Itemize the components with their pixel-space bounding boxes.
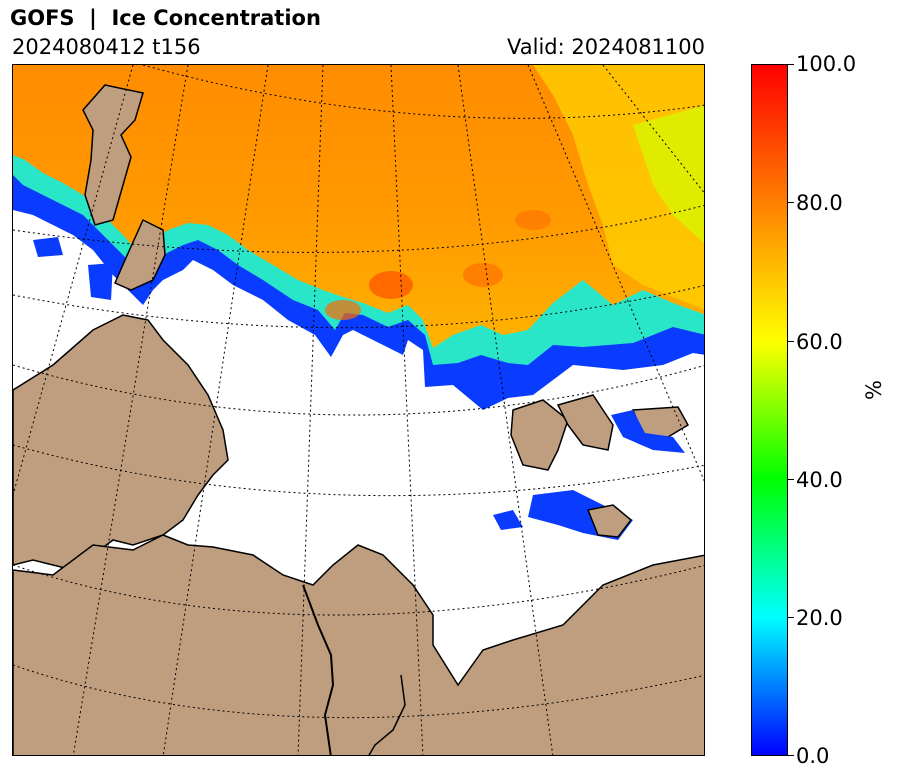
map-canvas xyxy=(13,65,704,755)
ice-fast-ice-east xyxy=(611,410,685,453)
valid-time-label: Valid: 2024081100 xyxy=(507,35,705,59)
land-west-siberia xyxy=(13,314,229,571)
colorbar-tick-label: 60.0 xyxy=(796,330,843,354)
colorbar-tick-label: 40.0 xyxy=(796,468,843,492)
ice-low-patch xyxy=(633,105,704,244)
colorbar-tick xyxy=(788,341,794,342)
colorbar-tick-label: 80.0 xyxy=(796,191,843,215)
ice-small-patch xyxy=(493,510,523,530)
colorbar-tick xyxy=(788,64,794,65)
ice-hotspot xyxy=(463,263,503,287)
river xyxy=(302,584,335,755)
land-novaya-zemlya xyxy=(114,218,166,291)
colorbar-unit-label: % xyxy=(862,380,886,400)
figure-title: GOFS | Ice Concentration xyxy=(10,6,321,30)
ice-high-concentration xyxy=(13,65,704,348)
ice-hotspot xyxy=(515,210,551,230)
colorbar-tick xyxy=(788,479,794,480)
colorbar-tick-label: 20.0 xyxy=(796,606,843,630)
colorbar-tick-label: 0.0 xyxy=(796,744,830,768)
land-island-east xyxy=(556,394,614,451)
ice-hotspot xyxy=(325,300,361,320)
river xyxy=(368,674,406,755)
land-new-siberian-islands xyxy=(510,399,569,471)
colorbar-tick xyxy=(788,202,794,203)
ice-hotspot xyxy=(369,271,413,299)
land-east-siberia xyxy=(13,534,704,755)
graticule xyxy=(13,65,704,755)
model-run-label: 2024080412 t156 xyxy=(12,35,201,59)
ice-small-patch xyxy=(33,237,63,257)
colorbar-tick xyxy=(788,617,794,618)
colorbar-tick-label: 100.0 xyxy=(796,52,857,76)
colorbar xyxy=(751,64,788,756)
colorbar-tick xyxy=(788,755,794,756)
land-island-south xyxy=(586,504,633,538)
land-upper-left-island xyxy=(82,84,144,226)
ice-small-patch xyxy=(88,263,113,300)
map-panel xyxy=(12,64,705,756)
